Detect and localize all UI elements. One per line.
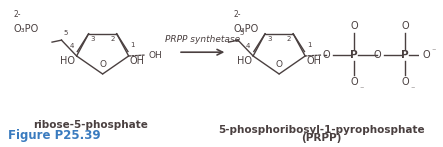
Text: 3: 3 (267, 36, 272, 42)
Text: (PRPP): (PRPP) (301, 133, 342, 143)
Text: P: P (401, 50, 409, 60)
Text: ribose-5-phosphate: ribose-5-phosphate (33, 120, 148, 130)
Text: ⁻: ⁻ (360, 85, 364, 94)
Text: O: O (276, 60, 283, 69)
Text: OH: OH (130, 56, 145, 66)
Text: O: O (350, 77, 358, 87)
Text: 2: 2 (287, 36, 291, 42)
Text: 1: 1 (307, 42, 311, 48)
Text: O: O (350, 21, 358, 31)
Text: O: O (401, 77, 409, 87)
Text: 2: 2 (110, 36, 115, 42)
Text: HO: HO (60, 56, 75, 66)
Text: O: O (422, 50, 430, 60)
Text: ⁻: ⁻ (431, 47, 436, 56)
Text: 1: 1 (131, 42, 135, 48)
Text: 5: 5 (240, 30, 244, 36)
Text: O: O (373, 50, 381, 60)
Text: 3: 3 (90, 36, 95, 42)
Text: OH: OH (148, 51, 162, 60)
Text: O₃PO: O₃PO (234, 24, 259, 34)
Text: P: P (350, 50, 358, 60)
Text: O: O (99, 60, 106, 69)
Text: 5-phosphoribosyl-1-pyrophosphate: 5-phosphoribosyl-1-pyrophosphate (218, 125, 425, 135)
Text: HO: HO (237, 56, 252, 66)
Text: PRPP synthetase: PRPP synthetase (165, 35, 240, 44)
Text: O: O (401, 21, 409, 31)
Text: 4: 4 (70, 43, 74, 49)
Text: O₃PO: O₃PO (14, 24, 39, 34)
Text: 5: 5 (63, 30, 68, 36)
Text: 2-: 2- (234, 10, 241, 19)
Text: Figure P25.39: Figure P25.39 (8, 129, 101, 142)
Text: 4: 4 (246, 43, 250, 49)
Text: 2-: 2- (14, 10, 21, 19)
Text: OH: OH (307, 56, 321, 66)
Text: ⁻: ⁻ (411, 85, 415, 94)
Text: O: O (322, 50, 330, 60)
